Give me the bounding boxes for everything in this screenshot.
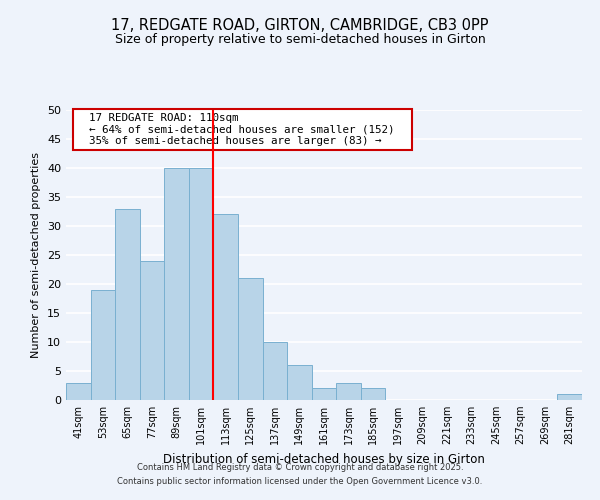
Bar <box>66 382 91 400</box>
Bar <box>140 261 164 400</box>
Text: Contains HM Land Registry data © Crown copyright and database right 2025.: Contains HM Land Registry data © Crown c… <box>137 463 463 472</box>
X-axis label: Distribution of semi-detached houses by size in Girton: Distribution of semi-detached houses by … <box>163 452 485 466</box>
Text: Contains public sector information licensed under the Open Government Licence v3: Contains public sector information licen… <box>118 476 482 486</box>
Bar <box>164 168 189 400</box>
Bar <box>336 382 361 400</box>
Bar <box>287 365 312 400</box>
Bar <box>214 214 238 400</box>
Text: 17, REDGATE ROAD, GIRTON, CAMBRIDGE, CB3 0PP: 17, REDGATE ROAD, GIRTON, CAMBRIDGE, CB3… <box>111 18 489 32</box>
Bar <box>263 342 287 400</box>
Text: Size of property relative to semi-detached houses in Girton: Size of property relative to semi-detach… <box>115 32 485 46</box>
Bar <box>115 208 140 400</box>
Text: 17 REDGATE ROAD: 110sqm  
  ← 64% of semi-detached houses are smaller (152)  
  : 17 REDGATE ROAD: 110sqm ← 64% of semi-de… <box>76 113 408 146</box>
Bar <box>91 290 115 400</box>
Bar <box>238 278 263 400</box>
Y-axis label: Number of semi-detached properties: Number of semi-detached properties <box>31 152 41 358</box>
Bar <box>557 394 582 400</box>
Bar <box>312 388 336 400</box>
Bar <box>189 168 214 400</box>
Bar <box>361 388 385 400</box>
